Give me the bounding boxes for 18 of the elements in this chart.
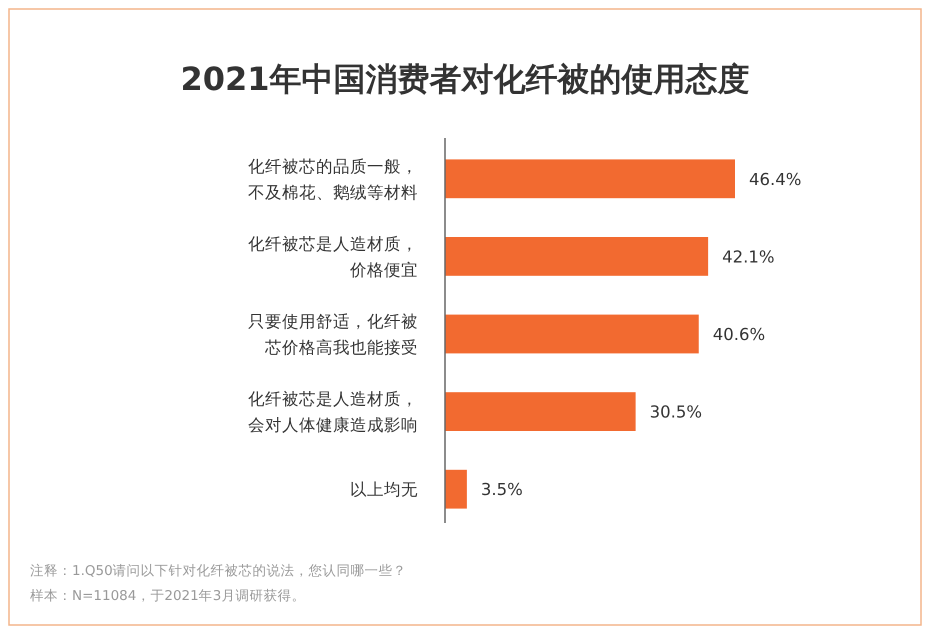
bar xyxy=(445,392,636,431)
y-tick-label: 化纤被芯是人造材质，会对人体健康造成影响 xyxy=(248,390,418,435)
y-tick-label: 化纤被芯是人造材质，价格便宜 xyxy=(248,234,418,280)
data-label: 40.6% xyxy=(712,325,766,344)
data-label: 46.4% xyxy=(749,170,802,189)
y-tick-label: 化纤被芯的品质一般，不及棉花、鹅绒等材料 xyxy=(248,156,418,202)
y-tick-label: 只要使用舒适，化纤被芯价格高我也能接受 xyxy=(248,312,418,357)
text: 样本：N=11084，于2021年3月调研获得。 xyxy=(30,588,306,604)
data-label: 42.1% xyxy=(722,247,775,266)
text: 注释：1.Q50请问以下针对化纤被芯的说法，您认同哪一些？ xyxy=(30,563,407,579)
bar xyxy=(445,237,708,276)
bar xyxy=(445,159,735,198)
y-tick-label: 以上均无 xyxy=(350,480,418,500)
data-label: 30.5% xyxy=(650,402,702,422)
bar xyxy=(445,470,467,509)
data-label: 3.5% xyxy=(480,480,523,500)
bar xyxy=(445,314,699,354)
chart-title: 2021年中国消费者对化纤被的使用态度 xyxy=(180,60,750,98)
